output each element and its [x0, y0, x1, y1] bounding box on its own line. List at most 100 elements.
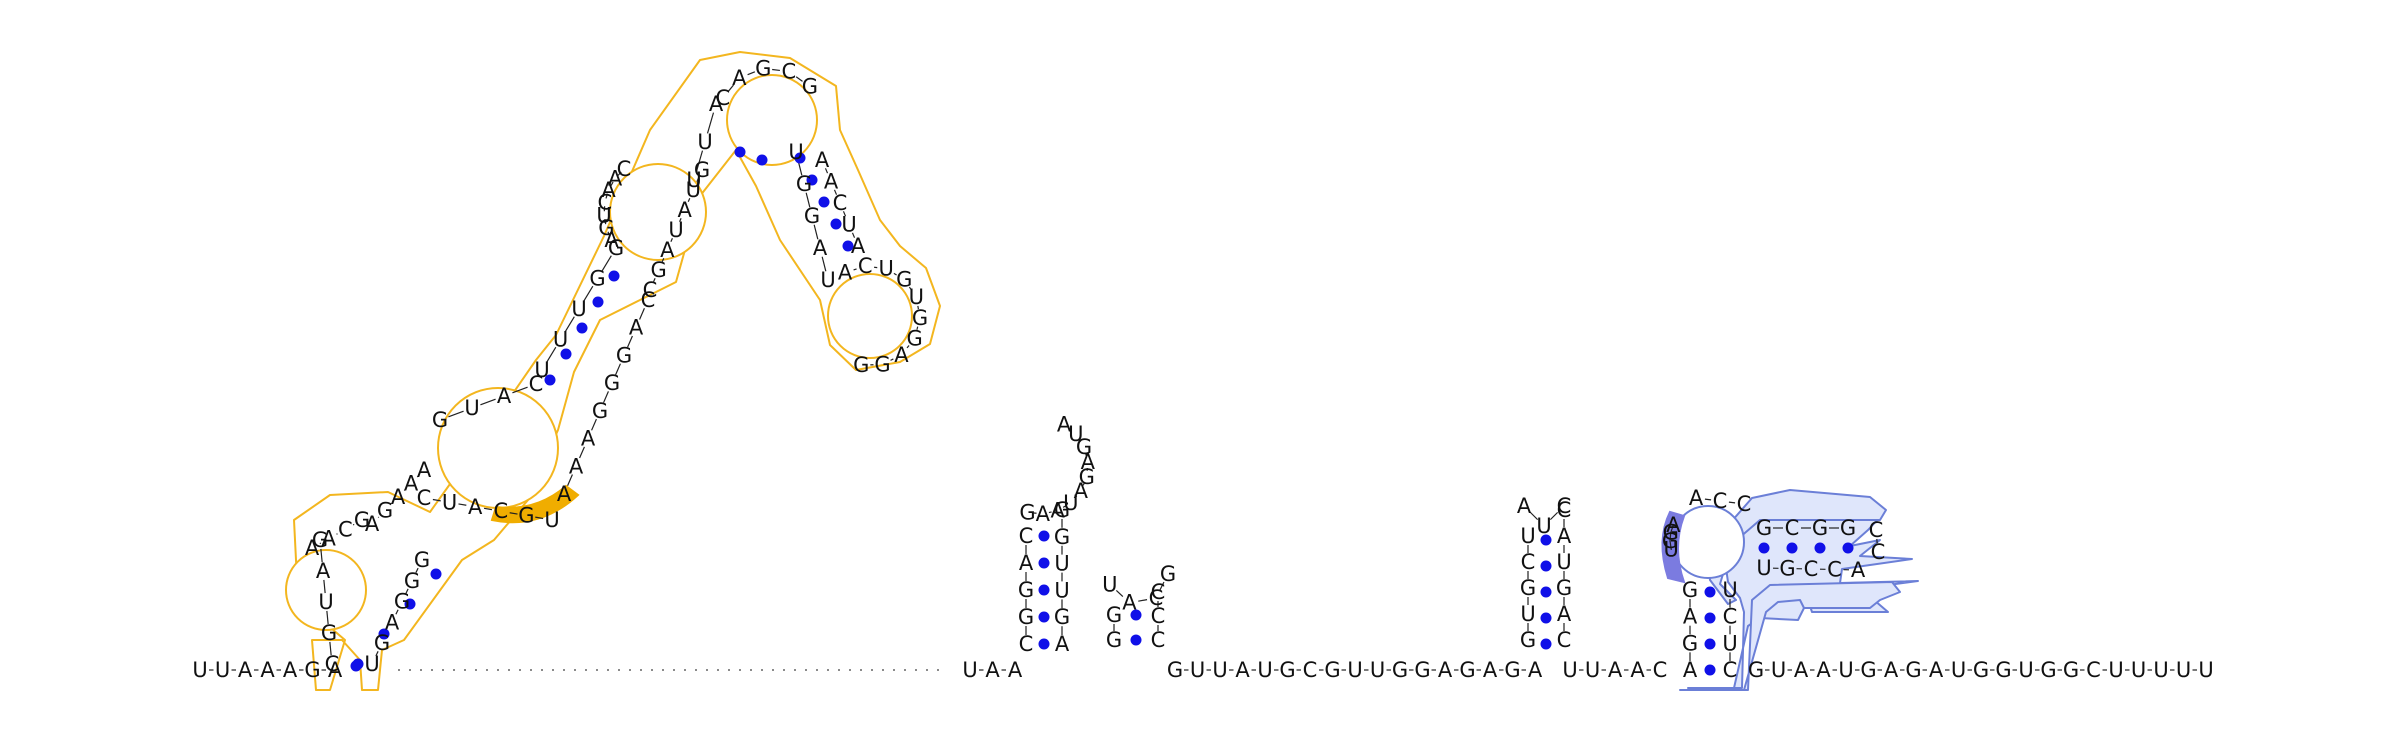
nucleotide-A: A [894, 343, 909, 367]
orange-terminal-loop-hole [827, 273, 913, 359]
backbone-bond [1082, 482, 1085, 486]
nucleotide-G: G [1682, 631, 1698, 655]
backbone-bond [679, 218, 682, 222]
nucleotide-G: G [802, 75, 818, 99]
nucleotide-G: G [1520, 628, 1536, 652]
backbone-bond [352, 523, 355, 526]
backbone-bond [605, 193, 609, 199]
nucleotide-A: A [1122, 591, 1137, 615]
nucleotide-G: G [1054, 498, 1070, 522]
nucleotide-A: A [851, 234, 866, 258]
nucleotide-U: U [788, 140, 803, 164]
backbone-bond [615, 363, 621, 376]
nucleotide-C: C [1151, 628, 1166, 652]
nucleotide-A: A [1036, 502, 1051, 526]
backbone-bond [627, 335, 633, 348]
backbone-bond [1068, 427, 1072, 431]
nucleotide-C: C [1557, 498, 1572, 522]
backbone-bond [653, 278, 656, 282]
base-pair-dot [818, 196, 830, 208]
nucleotide-A: A [709, 92, 724, 116]
backbone-bond [432, 498, 441, 502]
backbone-bond [1704, 498, 1712, 501]
backbone-bond [375, 651, 379, 657]
backbone-bond [1062, 505, 1066, 508]
backbone-bond [1048, 511, 1052, 514]
nucleotide-A: A [1683, 605, 1698, 629]
violet-highlight-blob [1661, 510, 1686, 584]
nucleotide-U: U [1771, 658, 1786, 682]
nucleotide-U: U [697, 130, 712, 154]
nucleotide-C: C [1737, 492, 1752, 516]
backbone-bond [336, 533, 338, 535]
base-pair-dot [1038, 584, 1050, 596]
nucleotide-G: G [896, 268, 912, 292]
nucleotide-C: C [1869, 518, 1884, 542]
nucleotide-C: C [1827, 558, 1842, 582]
nucleotide-C: C [1151, 580, 1166, 604]
nucleotide-G: G [518, 504, 534, 528]
nucleotide-A: A [660, 238, 675, 262]
base-pair-dot [842, 240, 854, 252]
nucleotide-G: G [1279, 658, 1295, 682]
nucleotide-G: G [804, 204, 820, 228]
nucleotide-G: G [912, 306, 928, 330]
backbone-bond [1669, 523, 1675, 534]
backbone-bond [1728, 501, 1736, 504]
base-pair-dot [1540, 612, 1552, 624]
base-pair-dot [1540, 586, 1552, 598]
nucleotide-G: G [1556, 576, 1572, 600]
nucleotide-G: G [1018, 605, 1034, 629]
base-pair-dot [734, 146, 746, 158]
backbone-bond [579, 446, 585, 459]
nucleotide-A: A [1689, 486, 1704, 510]
backbone-bond [403, 489, 406, 491]
base-pair-dot [1038, 638, 1050, 650]
backbone-bond [696, 178, 699, 182]
nucleotide-A: A [824, 170, 839, 194]
nucleotide-G: G [304, 658, 320, 682]
backbone-bond [687, 198, 691, 202]
nucleotide-G: G [592, 399, 608, 423]
backbone-bond [772, 68, 780, 72]
nucleotide-U: U [2153, 658, 2168, 682]
base-pair-dot [1130, 634, 1142, 646]
nucleotide-A: A [1081, 450, 1096, 474]
nucleotide-U: U [1257, 658, 1272, 682]
base-pair-dot [350, 660, 362, 672]
base-pair-dot [592, 296, 604, 308]
backbone-bond [546, 346, 557, 363]
nucleotide-A: A [1851, 558, 1866, 582]
backbone-bond [1078, 439, 1082, 443]
nucleotide-A: A [1884, 658, 1899, 682]
nucleotide-U: U [442, 490, 457, 514]
nucleotide-G: G [1860, 658, 1876, 682]
nucleotide-U: U [909, 285, 924, 309]
base-pairs [350, 146, 1854, 676]
nucleotide-U: U [1102, 572, 1117, 596]
backbone-bond [661, 258, 665, 262]
backbone-bond [415, 567, 419, 573]
nucleotide-A: A [604, 228, 619, 252]
backbone-bond [320, 548, 323, 563]
nucleotide-C: C [1151, 604, 1166, 628]
backbone-bond [535, 516, 544, 520]
nucleotide-G: G [1973, 658, 1989, 682]
nucleotide-C: C [1653, 658, 1668, 682]
nucleotide-C: C [1019, 524, 1034, 548]
backbone-bond [416, 476, 419, 478]
nucleotide-G: G [1160, 562, 1176, 586]
backbone-bond [405, 588, 409, 594]
nucleotide-U: U [841, 213, 856, 237]
backbone-bond [480, 398, 496, 406]
nucleotide-A: A [316, 559, 331, 583]
backbone-bonds [209, 68, 2197, 671]
base-pair-dot [404, 598, 416, 610]
blue-domain-loop [1705, 489, 1887, 605]
nucleotide-U: U [2198, 658, 2213, 682]
backbone-bond [329, 641, 332, 656]
backbone-bond [390, 503, 393, 505]
nucleotide-U: U [686, 178, 701, 202]
nucleotide-A: A [1074, 479, 1089, 503]
